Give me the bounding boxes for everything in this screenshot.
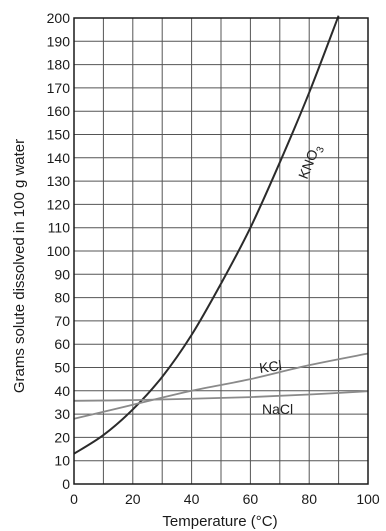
x-axis-label: Temperature (°C): [162, 513, 277, 530]
x-tick-label: 80: [301, 491, 317, 507]
x-tick-label: 100: [356, 491, 380, 507]
x-tick-label: 60: [243, 491, 259, 507]
y-tick-label: 60: [54, 336, 70, 352]
y-tick-label: 80: [54, 290, 70, 306]
y-tick-label: 20: [54, 429, 70, 445]
y-tick-label: 70: [54, 313, 70, 329]
y-tick-label: 30: [54, 406, 70, 422]
y-tick-label: 130: [47, 173, 71, 189]
y-tick-label: 120: [47, 196, 71, 212]
plot-frame: [73, 17, 369, 485]
y-tick-label: 160: [47, 103, 71, 119]
kno3-label-subscript: 3: [315, 145, 327, 155]
y-tick-label: 0: [62, 476, 70, 492]
series-group: [73, 15, 369, 455]
y-tick-label: 50: [54, 360, 70, 376]
nacl-series-line: [73, 390, 369, 402]
y-tick-label: 180: [47, 57, 71, 73]
y-tick-label: 110: [48, 220, 71, 236]
y-axis-label: Grams solute dissolved in 100 g water: [11, 139, 28, 393]
kcl-series-line: [73, 352, 369, 420]
y-tick-label: 150: [47, 127, 71, 143]
x-tick-label: 40: [184, 491, 200, 507]
y-tick-label: 170: [47, 80, 71, 96]
y-tick-label: 90: [54, 266, 70, 282]
y-tick-label: 10: [54, 453, 70, 469]
y-tick-label: 100: [47, 243, 71, 259]
axes: [73, 17, 369, 485]
y-tick-labels: 0 10 20 30 40 50 60 70 80 90 100 110 120 130 140 150 160…: [47, 10, 71, 492]
x-tick-label: 0: [70, 491, 78, 507]
y-tick-label: 40: [54, 383, 70, 399]
y-tick-label: 190: [47, 33, 71, 49]
nacl-series-label: NaCl: [262, 401, 293, 417]
kcl-series-label: KCl: [258, 357, 283, 376]
x-tick-label: 20: [125, 491, 141, 507]
y-tick-label: 200: [47, 10, 71, 26]
grid: [73, 17, 369, 485]
x-tick-labels: 0 20 40 60 80 100: [70, 491, 380, 507]
y-tick-label: 140: [47, 150, 71, 166]
kno3-series-line: [73, 15, 340, 455]
